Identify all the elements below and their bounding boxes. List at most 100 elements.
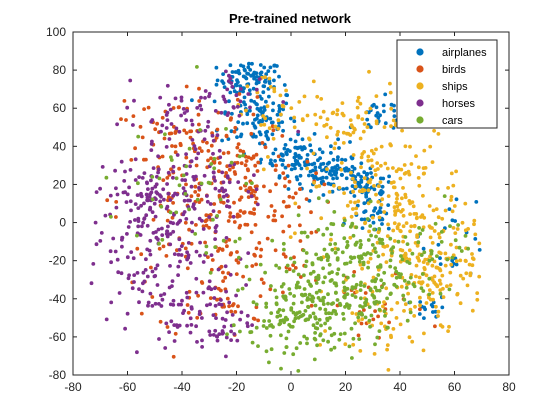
point-birds <box>206 255 210 259</box>
point-cars <box>304 259 309 264</box>
point-ships <box>401 253 406 258</box>
ticks-layer: -80 -60 -40 -20 0 20 40 60 80-80-60-40-200204060… <box>46 25 516 394</box>
point-cars <box>408 275 413 280</box>
point-birds <box>215 127 220 132</box>
point-horses <box>217 332 222 336</box>
point-airplanes <box>331 176 335 181</box>
point-cars <box>268 333 273 338</box>
point-ships <box>273 124 278 129</box>
point-horses <box>213 286 217 291</box>
point-ships <box>318 115 323 120</box>
point-ships <box>389 333 393 338</box>
point-cars <box>348 260 353 264</box>
point-ships <box>362 150 366 154</box>
point-cars <box>264 349 269 354</box>
point-ships <box>455 291 460 296</box>
point-horses <box>137 287 141 291</box>
point-birds <box>283 176 287 181</box>
point-horses <box>152 274 157 279</box>
point-horses <box>98 186 102 191</box>
point-ships <box>404 221 409 226</box>
point-birds <box>167 131 172 136</box>
point-cars <box>325 226 329 231</box>
point-horses <box>136 219 141 224</box>
point-ships <box>423 257 428 262</box>
point-horses <box>245 324 250 329</box>
point-ships <box>464 259 468 263</box>
point-birds <box>233 172 238 176</box>
point-ships <box>430 241 435 245</box>
point-ships <box>379 202 384 207</box>
point-cars <box>373 250 378 255</box>
point-cars <box>323 321 327 326</box>
point-airplanes <box>340 157 344 162</box>
point-cars <box>329 347 333 352</box>
point-ships <box>422 331 426 336</box>
point-cars <box>376 254 381 259</box>
point-horses <box>141 270 146 275</box>
point-cars <box>368 324 372 329</box>
point-birds <box>235 145 240 150</box>
point-birds <box>232 220 237 224</box>
point-horses <box>130 286 135 291</box>
point-cars <box>323 307 328 312</box>
point-ships <box>448 283 453 287</box>
point-ships <box>454 245 459 250</box>
point-horses <box>142 201 146 206</box>
point-cars <box>372 227 376 232</box>
point-ships <box>402 163 407 167</box>
point-birds <box>161 244 166 249</box>
point-ships <box>393 209 397 213</box>
point-ships <box>400 196 404 201</box>
point-birds <box>253 163 258 168</box>
point-birds <box>249 230 254 235</box>
point-airplanes <box>293 145 298 150</box>
point-ships <box>370 215 375 220</box>
point-airplanes <box>350 156 355 161</box>
point-airplanes <box>226 137 231 142</box>
point-airplanes <box>238 134 243 139</box>
point-ships <box>438 251 443 256</box>
point-cars <box>383 314 387 318</box>
point-ships <box>415 243 420 248</box>
legend-marker-ships <box>416 82 424 90</box>
point-cars <box>282 351 287 355</box>
point-airplanes <box>264 72 269 77</box>
point-airplanes <box>270 132 275 137</box>
point-horses <box>152 201 157 206</box>
point-cars <box>466 246 470 251</box>
point-ships <box>451 183 456 188</box>
point-ships <box>434 207 439 212</box>
point-cars <box>313 316 318 321</box>
point-cars <box>290 324 295 329</box>
point-cars <box>314 275 318 280</box>
point-horses <box>229 329 234 334</box>
point-birds <box>184 182 188 187</box>
point-ships <box>396 208 400 213</box>
point-airplanes <box>249 98 254 103</box>
point-airplanes <box>220 79 225 83</box>
point-horses <box>168 220 173 225</box>
point-ships <box>443 251 448 256</box>
point-horses <box>227 180 232 185</box>
point-birds <box>243 163 248 168</box>
point-airplanes <box>263 80 268 84</box>
point-ships <box>438 282 443 286</box>
y-tick-label: -40 <box>49 292 67 306</box>
point-cars <box>278 313 283 318</box>
point-horses <box>189 184 194 189</box>
point-airplanes <box>268 116 273 121</box>
point-ships <box>373 168 378 173</box>
point-cars <box>281 318 285 323</box>
point-birds <box>196 293 201 298</box>
point-airplanes <box>253 125 258 130</box>
point-airplanes <box>262 108 267 112</box>
point-cars <box>313 331 317 335</box>
point-horses <box>198 103 203 108</box>
point-ships <box>375 161 380 166</box>
point-ships <box>436 215 441 220</box>
point-horses <box>200 345 205 349</box>
point-ships <box>409 224 414 229</box>
point-ships <box>350 311 355 315</box>
point-horses <box>219 298 223 302</box>
